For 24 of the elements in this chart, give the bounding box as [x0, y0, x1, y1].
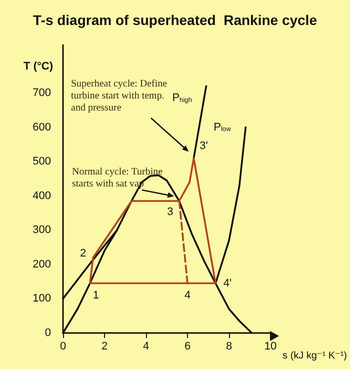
y-tick-label: 0	[44, 327, 51, 339]
y-tick-label: 100	[32, 292, 51, 305]
x-axis-title: s (kJ kg⁻¹ K⁻¹)	[282, 350, 347, 362]
y-tick-label: 600	[32, 121, 51, 134]
y-tick-label: 400	[32, 190, 51, 202]
x-tick-label: 10	[264, 340, 277, 352]
annotation: Superheat cycle: Define turbine start with temp. and pressure	[71, 78, 170, 114]
annotation: 4	[184, 289, 191, 302]
annotation: 4'	[223, 277, 232, 290]
x-tick-label: 0	[60, 340, 66, 352]
x-tick-label: 2	[101, 340, 108, 352]
x-tick-label: 6	[184, 340, 191, 352]
annotation: 1	[92, 289, 100, 302]
annotation: 2	[80, 248, 86, 260]
x-tick-label: 8	[226, 340, 232, 352]
y-axis-title: T (°C)	[24, 60, 54, 72]
y-tick-label: 700	[32, 87, 51, 99]
annotation: 3'	[200, 140, 208, 152]
y-tick-label: 500	[32, 156, 51, 168]
y-tick-label: 300	[32, 224, 51, 236]
x-tick-label: 4	[142, 340, 150, 352]
annotation: 3	[167, 206, 174, 218]
chart-title: T-s diagram of superheated Rankine cycle	[33, 12, 318, 28]
y-tick-label: 200	[32, 258, 51, 270]
